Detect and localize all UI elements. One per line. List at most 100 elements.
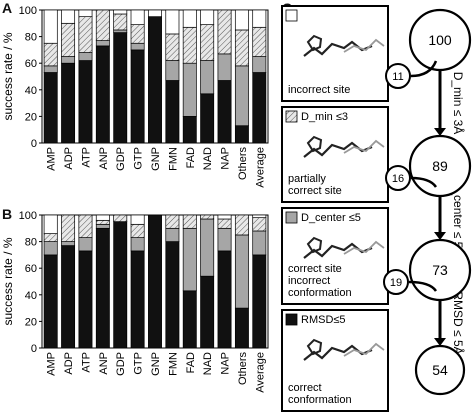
bar-segment: [43, 241, 58, 256]
x-tick-label: ATP: [80, 352, 92, 373]
bar-segment: [200, 275, 215, 349]
bar-segment: [182, 214, 197, 229]
panel-c-box: [281, 106, 389, 203]
bar-segment: [78, 9, 93, 18]
bar-segment: [78, 250, 93, 349]
x-tick-label: ANP: [98, 352, 110, 375]
reference-molecule-icon: [343, 342, 385, 357]
side-node: [385, 63, 411, 89]
bar-segment: [148, 9, 162, 18]
box-caption: incorrect: [288, 275, 330, 287]
bar-segment: [252, 56, 267, 73]
reference-molecule-icon: [343, 139, 385, 154]
y-tick-label: 100: [19, 5, 37, 17]
x-tick-label: ANP: [98, 147, 110, 170]
bar-segment: [252, 214, 267, 219]
side-arrow: [410, 176, 438, 188]
x-tick-label: Average: [254, 352, 266, 393]
x-tick-label: FAD: [185, 147, 197, 168]
x-tick-label: Others: [237, 147, 249, 181]
x-tick-label: GNP: [150, 352, 162, 376]
bar-segment: [165, 33, 180, 61]
x-tick-label: ADP: [63, 352, 75, 375]
bar-segment: [113, 214, 128, 223]
legend-swatch: [285, 9, 298, 22]
bar-segment: [252, 26, 267, 57]
side-node: [385, 165, 411, 191]
chart-b: 0 20 40 60 80 100 success rate / % AMP ADP ATP ANP…: [1, 210, 269, 393]
bar-segment: [78, 16, 93, 53]
bar-segment: [165, 80, 180, 144]
y-tick-label: 100: [19, 210, 37, 222]
box-caption: partially: [288, 173, 326, 185]
x-tick-label: Others: [237, 352, 249, 386]
bar-segment: [217, 9, 232, 55]
box-caption: correct site: [288, 185, 342, 197]
box-caption: conformation: [288, 394, 352, 406]
arrowhead-icon: [434, 338, 446, 346]
bar-segment: [61, 214, 76, 242]
bar-segment: [234, 29, 249, 67]
bar-segment: [148, 214, 162, 349]
bar-segment: [43, 72, 58, 144]
y-axis-label: success rate / %: [1, 237, 15, 325]
bar-segment: [182, 26, 197, 64]
side-node-value: 19: [390, 277, 402, 289]
y-tick-label: 60: [25, 58, 37, 70]
bar-segment: [95, 214, 110, 221]
bar-segment: [148, 16, 162, 144]
bar-segment: [113, 221, 128, 349]
x-tick-label: FMN: [167, 352, 179, 376]
bar-segment: [61, 62, 76, 144]
bar-segment: [165, 214, 180, 229]
bar-segment: [78, 214, 93, 238]
x-tick-label: ADP: [63, 147, 75, 170]
bar-segment: [234, 214, 249, 236]
bar-segment: [165, 241, 180, 349]
reference-molecule-icon: [343, 38, 385, 53]
bar-segment: [95, 40, 110, 47]
panel-c-box: [281, 309, 389, 412]
bar-segment: [217, 218, 232, 229]
bar-segment: [43, 9, 58, 44]
x-tick-label: GDP: [115, 352, 127, 376]
molecule-ring-icon: [306, 34, 323, 52]
bar-segment: [182, 116, 197, 144]
bar-segment: [200, 24, 215, 61]
bar-segment: [252, 9, 267, 28]
bar-segment: [165, 227, 180, 242]
x-tick-label: GTP: [133, 147, 145, 170]
y-tick-label: 40: [25, 85, 37, 97]
bar-segment: [61, 241, 76, 246]
bar-segment: [234, 65, 249, 127]
side-node-value: 16: [392, 173, 404, 185]
bar-segment: [182, 290, 197, 349]
bar-segment: [252, 217, 267, 232]
box-caption: conformation: [288, 287, 352, 299]
bar-segment: [78, 52, 93, 61]
box-caption: incorrect site: [288, 84, 350, 96]
bar-segment: [130, 9, 145, 25]
bar-segment: [78, 60, 93, 144]
y-tick-label: 0: [31, 343, 37, 355]
bar-segment: [252, 254, 267, 349]
x-tick-label: GNP: [150, 147, 162, 171]
legend-swatch: [285, 110, 298, 123]
flow-node-value: 73: [432, 262, 448, 278]
edge-label: D_min ≤ 3Å: [451, 72, 466, 135]
bar-segment: [200, 93, 215, 144]
bar-segment: [43, 214, 58, 234]
bar-segment: [113, 9, 128, 15]
y-tick-label: 60: [25, 263, 37, 275]
flow-node-value: 100: [428, 32, 452, 48]
x-tick-label: NAD: [202, 352, 214, 375]
x-tick-label: GDP: [115, 147, 127, 171]
x-tick-label: FAD: [185, 352, 197, 373]
y-tick-label: 0: [31, 138, 37, 150]
bar-segment: [113, 29, 128, 33]
legend-label: D_min ≤3: [301, 111, 348, 123]
bar-segment: [43, 233, 58, 242]
bar-segment: [95, 219, 110, 225]
bar-segment: [217, 214, 232, 220]
arrowhead-icon: [434, 128, 446, 136]
